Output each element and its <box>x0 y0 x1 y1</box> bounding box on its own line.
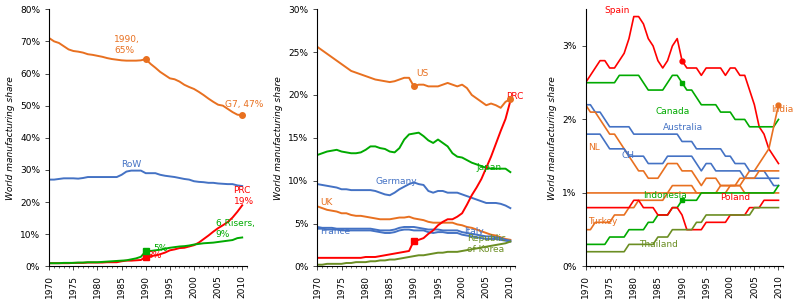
Text: NL: NL <box>588 143 600 152</box>
Text: 5%: 5% <box>153 244 167 253</box>
Text: Poland: Poland <box>721 193 750 202</box>
Text: UK: UK <box>320 198 332 207</box>
Text: Turkey: Turkey <box>588 217 618 226</box>
Y-axis label: World manufacturing share: World manufacturing share <box>6 76 14 200</box>
Text: PRC: PRC <box>506 92 524 101</box>
Text: PRC
19%: PRC 19% <box>234 186 254 206</box>
Text: CH: CH <box>622 151 634 160</box>
Text: Spain: Spain <box>605 6 630 15</box>
Text: US: US <box>416 69 429 78</box>
Y-axis label: World manufacturing share: World manufacturing share <box>548 76 557 200</box>
Text: RoW: RoW <box>122 160 142 169</box>
Text: Japan: Japan <box>477 163 502 172</box>
Text: 1990,
65%: 1990, 65% <box>114 35 140 55</box>
Text: 3%: 3% <box>147 251 162 260</box>
Text: Indonesia: Indonesia <box>643 191 687 200</box>
Text: Republic
of Korea: Republic of Korea <box>467 234 506 254</box>
Text: 6 Risers,
9%: 6 Risers, 9% <box>216 219 254 239</box>
Text: G7, 47%: G7, 47% <box>226 100 264 109</box>
Text: Canada: Canada <box>655 107 690 116</box>
Text: Italy: Italy <box>465 227 484 236</box>
Text: India: India <box>771 105 794 114</box>
Text: Germany: Germany <box>375 177 417 186</box>
Text: Australia: Australia <box>662 123 703 133</box>
Y-axis label: World manufacturing share: World manufacturing share <box>274 76 282 200</box>
Text: France: France <box>320 227 350 236</box>
Text: Thailand: Thailand <box>638 240 678 249</box>
